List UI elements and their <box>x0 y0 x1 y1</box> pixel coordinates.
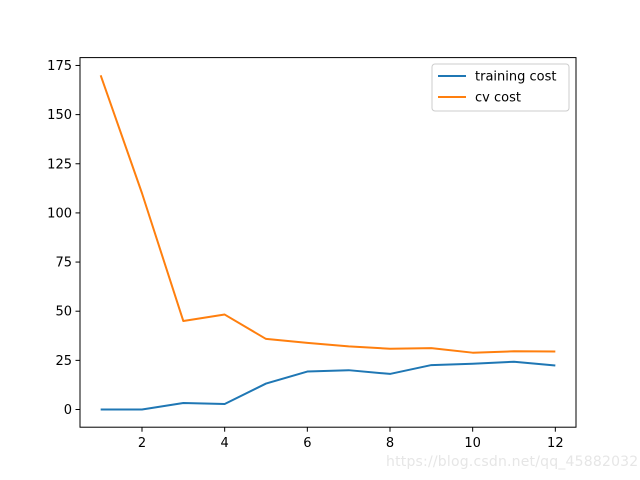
x-tick-label: 10 <box>464 436 481 451</box>
legend-label-1: training cost <box>475 70 556 85</box>
y-tick-label: 0 <box>64 403 72 418</box>
y-tick-label: 75 <box>55 256 72 271</box>
series-line-2 <box>99 74 556 354</box>
plot-area <box>80 57 576 428</box>
axes-layer: 2 4 6 8 10 12 0 25 50 75 100 125 150 175 <box>47 57 577 451</box>
x-tick-label: 4 <box>221 436 229 451</box>
legend-label-2: cv cost <box>475 91 521 106</box>
x-tick-label: 12 <box>547 436 564 451</box>
y-tick-label: 150 <box>47 108 72 123</box>
y-tick-label: 125 <box>47 157 72 172</box>
x-tick-label: 2 <box>138 436 146 451</box>
axes-frame <box>79 57 577 428</box>
y-tick-label: 50 <box>55 305 72 320</box>
y-tick-label: 175 <box>47 59 72 74</box>
y-tick-label: 25 <box>55 354 72 369</box>
legend-box <box>431 63 570 112</box>
x-tick-label: 6 <box>303 436 311 451</box>
series-line-1 <box>100 360 556 411</box>
y-tick-label: 100 <box>47 206 72 221</box>
legend: training cost cv cost <box>431 63 570 112</box>
series-layer <box>99 74 556 411</box>
watermark: https://blog.csdn.net/qq_45882032 <box>386 454 638 470</box>
x-tick-label: 8 <box>386 436 394 451</box>
